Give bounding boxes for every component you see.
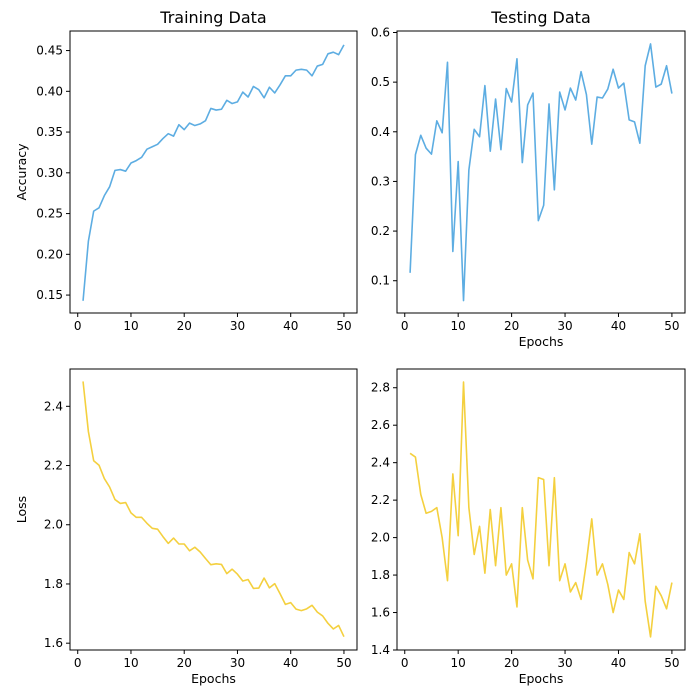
training-loss-panel: 0 10 20 30 40 50 1.6 1.8 2.0 2.2 2.4 Epochs Loss	[14, 368, 358, 686]
training-loss-y-tick-label: 2.4	[44, 399, 63, 413]
testing-loss-x-tick-label: 20	[504, 656, 519, 670]
training-loss-series-line	[82, 381, 345, 638]
training-accuracy-y-axis-label: Accuracy	[14, 143, 29, 201]
testing-accuracy-title: Testing Data	[490, 8, 591, 27]
testing-loss-y-tick-label: 2.6	[371, 418, 390, 432]
training-accuracy-plot-frame	[69, 30, 358, 314]
testing-accuracy-x-tick-label: 20	[504, 319, 519, 333]
testing-loss-y-tick-label: 1.4	[371, 643, 390, 657]
testing-loss-y-tick-label: 2.0	[371, 531, 390, 545]
training-accuracy-y-tick-label: 0.35	[36, 125, 63, 139]
testing-accuracy-series-line	[409, 43, 673, 302]
training-accuracy-y-tick-label: 0.20	[36, 247, 63, 261]
testing-accuracy-x-tick-label: 40	[611, 319, 626, 333]
training-accuracy-y-tick-label: 0.30	[36, 166, 63, 180]
training-loss-x-tick-label: 20	[177, 656, 192, 670]
training-accuracy-y-tick-label: 0.40	[36, 84, 63, 98]
testing-loss-y-tick-label: 2.8	[371, 381, 390, 395]
training-accuracy-x-tick-label: 30	[230, 319, 245, 333]
testing-accuracy-y-tick-label: 0.3	[371, 174, 390, 188]
testing-loss-x-tick-label: 0	[401, 656, 409, 670]
testing-loss-x-tick-label: 50	[664, 656, 679, 670]
testing-accuracy-y-tick-label: 0.2	[371, 224, 390, 238]
training-loss-x-tick-label: 10	[123, 656, 138, 670]
testing-accuracy-y-tick-label: 0.4	[371, 125, 390, 139]
training-loss-x-tick-label: 40	[283, 656, 298, 670]
testing-accuracy-x-tick-label: 10	[451, 319, 466, 333]
training-loss-x-axis-label: Epochs	[191, 671, 236, 686]
training-accuracy-x-tick-label: 20	[177, 319, 192, 333]
testing-accuracy-y-tick-label: 0.1	[371, 274, 390, 288]
testing-loss-x-tick-label: 30	[557, 656, 572, 670]
testing-accuracy-x-tick-label: 50	[664, 319, 679, 333]
training-accuracy-x-tick-label: 40	[283, 319, 298, 333]
testing-loss-x-axis-label: Epochs	[519, 671, 564, 686]
testing-loss-panel: 0 10 20 30 40 50 1.4 1.6 1.8 2.0 2.2 2.4 2.6 2.8 Epoch…	[371, 368, 686, 686]
training-accuracy-y-tick-label: 0.25	[36, 207, 63, 221]
training-loss-x-tick-label: 30	[230, 656, 245, 670]
testing-loss-x-tick-label: 40	[611, 656, 626, 670]
training-accuracy-title: Training Data	[159, 8, 266, 27]
training-accuracy-x-tick-label: 0	[74, 319, 82, 333]
training-loss-y-tick-label: 2.2	[44, 459, 63, 473]
testing-loss-series-line	[409, 381, 673, 638]
testing-loss-y-tick-label: 2.4	[371, 456, 390, 470]
training-loss-plot-frame	[69, 368, 358, 651]
training-accuracy-panel: 0 10 20 30 40 50 0.15 0.20 0.25 0.30 0.35 0.40 0.45 T…	[14, 8, 358, 333]
training-accuracy-x-tick-label: 50	[336, 319, 351, 333]
testing-accuracy-y-tick-label: 0.5	[371, 75, 390, 89]
testing-accuracy-panel: 0 10 20 30 40 50 0.1 0.2 0.3 0.4 0.5 0.6 Testing Dat…	[371, 8, 686, 349]
testing-accuracy-x-axis-label: Epochs	[519, 334, 564, 349]
testing-accuracy-plot-frame	[396, 30, 686, 314]
training-loss-y-axis-label: Loss	[14, 496, 29, 523]
training-accuracy-x-tick-label: 10	[123, 319, 138, 333]
training-accuracy-y-tick-label: 0.15	[36, 288, 63, 302]
testing-accuracy-x-tick-label: 30	[557, 319, 572, 333]
testing-accuracy-y-tick-label: 0.6	[371, 25, 390, 39]
training-loss-y-tick-label: 1.6	[44, 636, 63, 650]
training-loss-x-tick-label: 50	[336, 656, 351, 670]
testing-loss-y-tick-label: 1.8	[371, 568, 390, 582]
testing-loss-plot-frame	[396, 368, 686, 651]
training-loss-y-tick-label: 1.8	[44, 577, 63, 591]
training-loss-y-tick-label: 2.0	[44, 518, 63, 532]
training-loss-x-tick-label: 0	[74, 656, 82, 670]
testing-loss-x-tick-label: 10	[451, 656, 466, 670]
training-accuracy-y-tick-label: 0.45	[36, 44, 63, 58]
testing-accuracy-x-tick-label: 0	[401, 319, 409, 333]
training-accuracy-series-line	[82, 44, 345, 301]
testing-loss-y-tick-label: 2.2	[371, 493, 390, 507]
testing-loss-y-tick-label: 1.6	[371, 606, 390, 620]
